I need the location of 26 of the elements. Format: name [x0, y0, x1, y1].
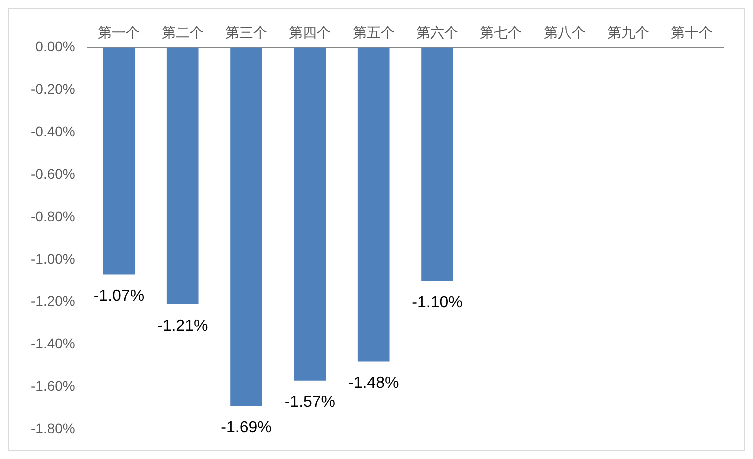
y-tick-label: -1.40%	[31, 336, 76, 352]
data-label: -1.07%	[94, 288, 145, 306]
x-tick-label: 第四个	[289, 24, 332, 40]
y-tick-label: -0.80%	[31, 208, 76, 224]
y-tick-label: -1.00%	[31, 250, 76, 267]
x-tick-label: 第一个	[98, 24, 140, 40]
data-label: -1.69%	[221, 420, 272, 437]
y-tick-label: -0.20%	[31, 81, 76, 98]
data-label: -1.57%	[284, 394, 336, 412]
x-tick-label: 第八个	[544, 24, 586, 40]
y-tick-label: -0.40%	[31, 124, 76, 140]
x-tick-label: 第七个	[480, 24, 522, 40]
x-tick-label: 第十个	[671, 24, 714, 40]
x-tick-label: 第三个	[226, 24, 268, 40]
x-tick-label: 第六个	[416, 24, 459, 40]
y-tick-label: -1.80%	[31, 420, 76, 436]
x-tick-label: 第九个	[608, 24, 650, 40]
data-label: -1.48%	[348, 375, 400, 392]
data-label: -1.21%	[158, 318, 208, 335]
x-tick-label: 第五个	[352, 24, 395, 40]
x-tick-label: 第二个	[162, 24, 204, 40]
y-tick-label: -0.60%	[31, 166, 76, 182]
data-label: -1.10%	[412, 294, 463, 312]
y-tick-label: -1.20%	[31, 293, 76, 310]
y-tick-label: 0.00%	[36, 38, 76, 55]
y-tick-label: -1.60%	[31, 378, 76, 394]
